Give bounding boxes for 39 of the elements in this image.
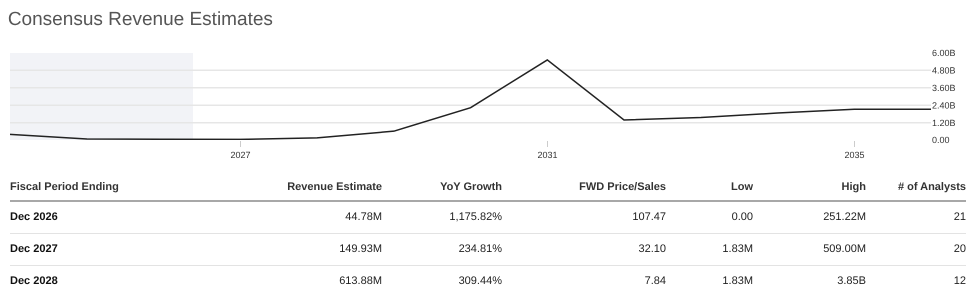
- text: 20: [866, 234, 966, 266]
- text: Revenue Estimate: [210, 175, 382, 202]
- y-tick-label: 3.60B: [932, 82, 956, 93]
- x-tick-label: 2035: [844, 150, 865, 160]
- text: Dec 2026: [10, 202, 210, 234]
- text: Fiscal Period Ending: [10, 175, 210, 202]
- x-tick-label: 2027: [230, 150, 251, 160]
- text: 21: [866, 202, 966, 234]
- text: 251.22M: [753, 202, 866, 234]
- text: Low: [666, 175, 753, 202]
- line-series: [10, 59, 931, 140]
- y-tick-label: 2.40B: [932, 100, 956, 110]
- text: Dec 2027: [10, 234, 210, 266]
- text: 309.44%: [382, 266, 502, 297]
- text: 1.83M: [666, 234, 753, 266]
- text: 149.93M: [210, 234, 382, 266]
- text: 1,175.82%: [382, 202, 502, 234]
- y-tick-label: 0.00: [932, 135, 950, 146]
- text: 3.85B: [753, 266, 866, 297]
- chart-title: Consensus Revenue Estimates: [8, 8, 273, 30]
- text: 234.81%: [382, 234, 502, 266]
- text: # of Analysts: [866, 175, 966, 202]
- text: 44.78M: [210, 202, 382, 234]
- y-tick-label: 4.80B: [932, 66, 956, 76]
- y-tick-label: 6.00B: [932, 48, 956, 58]
- text: 107.47: [502, 202, 666, 234]
- text: 509.00M: [753, 234, 866, 266]
- text: FWD Price/Sales: [502, 175, 666, 202]
- x-tick-label: 2031: [537, 150, 558, 160]
- text: YoY Growth: [382, 175, 502, 202]
- text: 1.83M: [666, 266, 753, 297]
- text: 613.88M: [210, 266, 382, 297]
- text: 32.10: [502, 234, 666, 266]
- y-tick-label: 1.20B: [932, 118, 956, 128]
- text: 7.84: [502, 266, 666, 297]
- text: 12: [866, 266, 966, 297]
- text: Dec 2028: [10, 266, 210, 297]
- text: 0.00: [666, 202, 753, 234]
- text: High: [753, 175, 866, 202]
